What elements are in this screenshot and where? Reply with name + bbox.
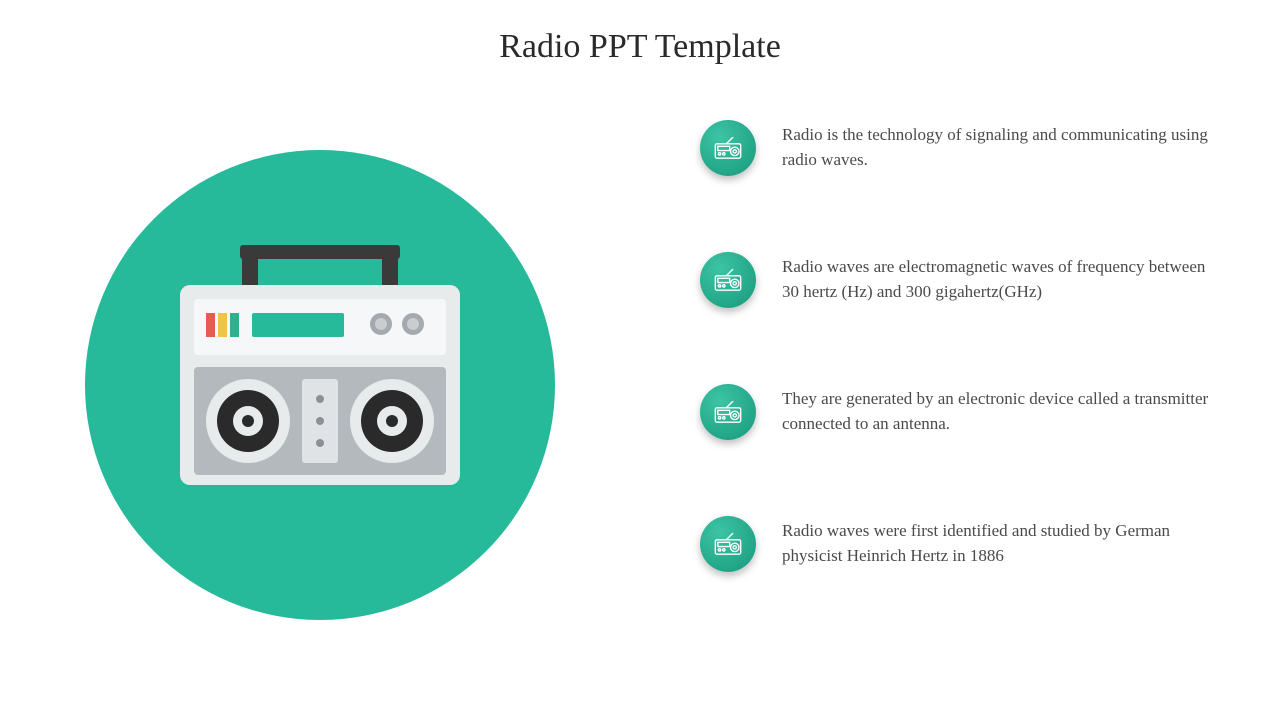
hero-circle [85,150,555,620]
bullet-list: Radio is the technology of signaling and… [700,120,1240,648]
radio-icon [700,384,756,440]
bullet-row: Radio waves were first identified and st… [700,516,1240,572]
boombox-illustration [180,285,460,485]
bullet-row: Radio waves are electromagnetic waves of… [700,252,1240,308]
bullet-text: Radio waves were first identified and st… [782,519,1212,568]
radio-icon [700,516,756,572]
bullet-row: They are generated by an electronic devi… [700,384,1240,440]
bullet-text: Radio waves are electromagnetic waves of… [782,255,1212,304]
bullet-row: Radio is the technology of signaling and… [700,120,1240,176]
bullet-text: They are generated by an electronic devi… [782,387,1212,436]
radio-icon [700,120,756,176]
page-title: Radio PPT Template [0,28,1280,66]
bullet-text: Radio is the technology of signaling and… [782,123,1212,172]
radio-icon [700,252,756,308]
